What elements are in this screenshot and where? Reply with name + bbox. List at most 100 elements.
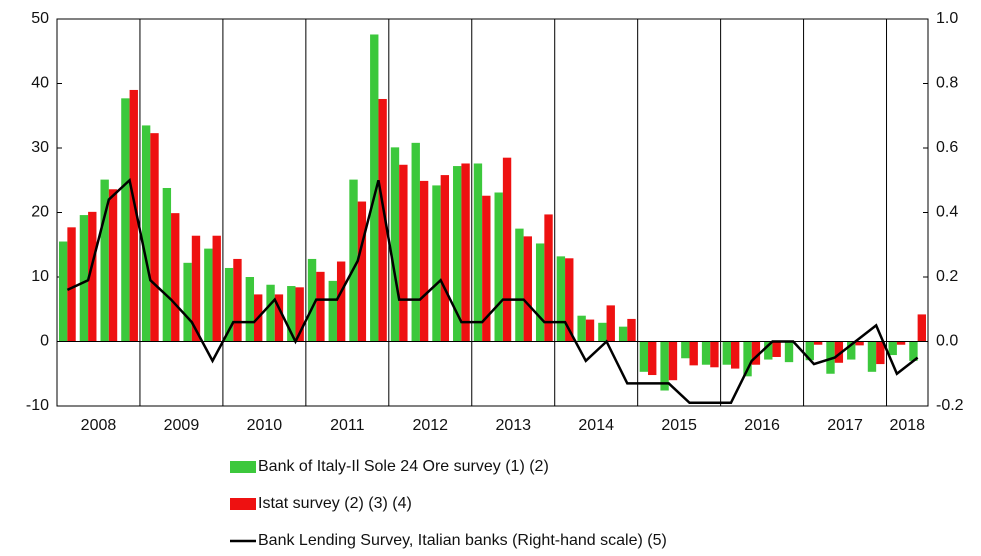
bar	[432, 185, 441, 342]
x-tick-label: 2016	[744, 417, 780, 434]
bar	[316, 271, 325, 342]
bar	[67, 227, 76, 342]
x-tick-label: 2018	[889, 417, 925, 434]
bar	[618, 326, 628, 342]
y2-tick-label: 0.8	[936, 75, 958, 92]
bar	[751, 341, 761, 365]
bar	[805, 341, 814, 361]
bar	[523, 236, 532, 342]
y-tick-label: 40	[31, 75, 49, 92]
bar	[453, 166, 462, 342]
bar	[307, 258, 317, 342]
bar	[461, 163, 470, 342]
legend-label: Bank of Italy-Il Sole 24 Ore survey (1) …	[258, 458, 549, 475]
legend-swatch	[230, 498, 256, 510]
bar	[370, 34, 379, 342]
bar	[606, 305, 615, 342]
bar	[743, 341, 752, 377]
y-tick-label: 10	[31, 268, 49, 285]
bar	[295, 287, 304, 342]
bar	[515, 228, 524, 342]
bar	[287, 286, 296, 342]
bar	[191, 235, 201, 342]
bar	[784, 341, 794, 363]
bar	[888, 341, 897, 356]
x-tick-label: 2017	[827, 417, 863, 434]
bar	[171, 213, 180, 342]
y2-tick-label: 0.0	[936, 333, 958, 350]
bar	[834, 341, 844, 363]
x-tick-label: 2013	[495, 417, 531, 434]
y2-tick-label: 1.0	[936, 10, 958, 27]
bar	[917, 314, 926, 342]
bar	[183, 262, 192, 342]
bar	[896, 341, 906, 345]
x-tick-label: 2014	[578, 417, 614, 434]
bar	[224, 267, 234, 342]
bar	[411, 142, 420, 342]
bar	[108, 189, 118, 342]
x-tick-label: 2009	[164, 417, 200, 434]
bar	[867, 341, 877, 372]
bar	[204, 248, 213, 342]
y-tick-label: 0	[40, 333, 49, 350]
bar	[150, 133, 159, 342]
bar	[681, 341, 690, 359]
bar	[212, 235, 221, 342]
bar	[876, 341, 885, 365]
x-tick-label: 2015	[661, 417, 697, 434]
bar	[710, 341, 719, 368]
bar	[121, 98, 130, 342]
bar	[502, 157, 512, 342]
bar	[722, 341, 731, 365]
bar	[141, 125, 151, 342]
bar	[668, 341, 678, 381]
bar	[336, 261, 346, 342]
bar	[813, 341, 823, 345]
bar	[701, 341, 711, 365]
legend-label: Bank Lending Survey, Italian banks (Righ…	[258, 532, 667, 549]
bar	[577, 315, 586, 342]
bar	[909, 341, 918, 361]
bar	[482, 195, 491, 342]
y-tick-label: 30	[31, 139, 49, 156]
bar	[274, 294, 284, 342]
x-tick-label: 2008	[81, 417, 117, 434]
bar	[245, 277, 255, 342]
bar	[79, 215, 89, 342]
bar	[535, 243, 545, 342]
bar	[689, 341, 698, 366]
bar	[764, 341, 773, 360]
x-tick-label: 2011	[330, 417, 365, 434]
bar	[556, 256, 566, 342]
bar	[378, 98, 387, 342]
bar	[473, 163, 483, 342]
bar	[544, 214, 553, 342]
y2-tick-label: 0.6	[936, 139, 958, 156]
x-tick-label: 2012	[412, 417, 448, 434]
x-tick-label: 2010	[247, 417, 283, 434]
bar	[440, 175, 450, 342]
y2-tick-label: 0.4	[936, 204, 958, 221]
bar	[390, 147, 400, 342]
line	[66, 177, 919, 405]
bar	[565, 258, 574, 342]
bar	[419, 180, 429, 342]
bar	[328, 280, 337, 342]
bar	[266, 284, 275, 342]
y2-tick-label: 0.2	[936, 268, 958, 285]
bar	[88, 211, 97, 342]
plot-frame	[56, 18, 929, 407]
bar	[855, 341, 864, 346]
bar	[494, 192, 503, 342]
y-tick-label: 20	[31, 204, 49, 221]
bar	[357, 201, 367, 342]
y-tick-label: -10	[26, 397, 49, 414]
bar	[639, 341, 649, 372]
bar	[598, 322, 607, 342]
legend-label: Istat survey (2) (3) (4)	[258, 495, 412, 512]
bar	[585, 319, 595, 342]
bar	[129, 89, 138, 342]
bar	[100, 179, 109, 342]
y-tick-label: 50	[31, 10, 49, 27]
